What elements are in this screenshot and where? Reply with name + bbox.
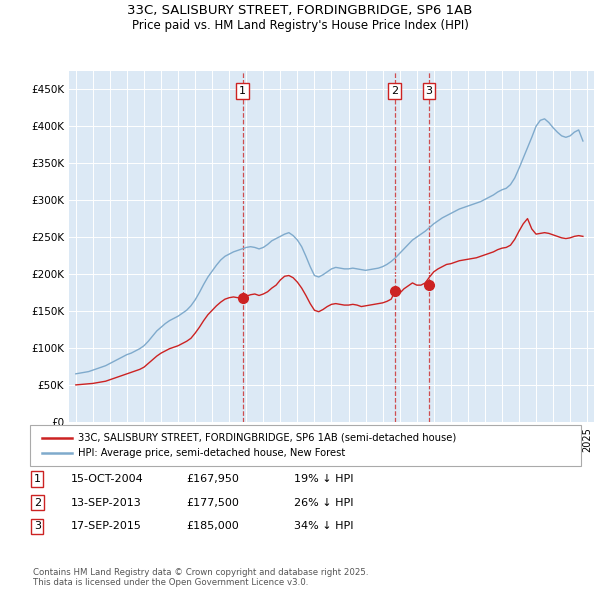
Text: 34% ↓ HPI: 34% ↓ HPI <box>294 522 353 531</box>
Text: 26% ↓ HPI: 26% ↓ HPI <box>294 498 353 507</box>
Text: 3: 3 <box>425 86 433 96</box>
Text: £167,950: £167,950 <box>186 474 239 484</box>
Text: HPI: Average price, semi-detached house, New Forest: HPI: Average price, semi-detached house,… <box>78 448 345 458</box>
Text: £185,000: £185,000 <box>186 522 239 531</box>
Text: 2: 2 <box>391 86 398 96</box>
Text: 33C, SALISBURY STREET, FORDINGBRIDGE, SP6 1AB (semi-detached house): 33C, SALISBURY STREET, FORDINGBRIDGE, SP… <box>78 432 456 442</box>
Text: 19% ↓ HPI: 19% ↓ HPI <box>294 474 353 484</box>
Text: 1: 1 <box>239 86 246 96</box>
Text: Contains HM Land Registry data © Crown copyright and database right 2025.
This d: Contains HM Land Registry data © Crown c… <box>33 568 368 587</box>
Text: £177,500: £177,500 <box>186 498 239 507</box>
Text: 2: 2 <box>34 498 41 507</box>
Text: 15-OCT-2004: 15-OCT-2004 <box>71 474 143 484</box>
Text: 3: 3 <box>34 522 41 531</box>
Text: 13-SEP-2013: 13-SEP-2013 <box>71 498 142 507</box>
Text: Price paid vs. HM Land Registry's House Price Index (HPI): Price paid vs. HM Land Registry's House … <box>131 19 469 32</box>
Text: 33C, SALISBURY STREET, FORDINGBRIDGE, SP6 1AB: 33C, SALISBURY STREET, FORDINGBRIDGE, SP… <box>127 4 473 17</box>
Text: 1: 1 <box>34 474 41 484</box>
Text: 17-SEP-2015: 17-SEP-2015 <box>71 522 142 531</box>
